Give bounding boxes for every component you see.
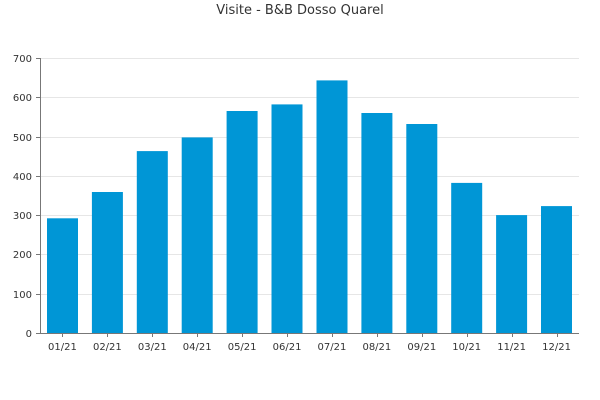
chart-title: Visite - B&B Dosso Quarel [216,3,384,18]
x-tick-label: 09/21 [407,342,436,353]
bar-03-21 [136,151,168,333]
tick-labels: 0 100 200 300 400 500 600 700 01/21 02/21 03/21 04/… [13,54,571,353]
y-tick-label: 500 [13,133,32,144]
x-tick-label: 02/21 [93,342,122,353]
bar-02-21 [91,192,123,333]
y-tick-label: 600 [13,93,32,104]
y-tick-label: 100 [13,290,32,301]
x-tick-label: 08/21 [362,342,391,353]
x-tick-label: 04/21 [183,342,212,353]
y-tick-label: 300 [13,211,32,222]
x-tick-label: 07/21 [318,342,347,353]
bar-07-21 [316,80,348,334]
y-tick-label: 700 [13,54,32,65]
bar-06-21 [271,104,303,334]
bar-04-21 [181,137,213,333]
bar-10-21 [451,182,483,333]
y-tick-label: 0 [26,329,32,340]
bar-01-21 [47,218,78,333]
x-tick-label: 10/21 [452,342,481,353]
x-tick-label: 11/21 [497,342,526,353]
x-tick-label: 12/21 [542,342,571,353]
y-tick-label: 400 [13,172,32,183]
axes [36,58,579,337]
x-tick-label: 03/21 [138,342,167,353]
gridlines [40,58,579,295]
x-tick-label: 01/21 [48,342,77,353]
bar-09-21 [406,124,438,333]
x-tick-label: 05/21 [228,342,257,353]
bars [47,80,572,334]
x-tick-label: 06/21 [273,342,302,353]
y-tick-label: 200 [13,250,32,261]
bar-11-21 [496,215,528,333]
bar-08-21 [361,113,393,333]
bar-12-21 [541,206,572,333]
bar-05-21 [226,111,258,333]
